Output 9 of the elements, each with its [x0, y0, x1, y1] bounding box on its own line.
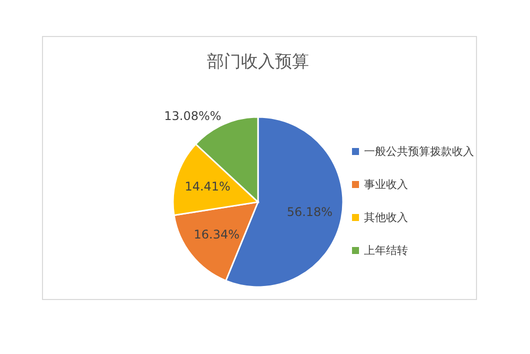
legend-label: 一般公共预算拨款收入 [364, 145, 474, 158]
legend-label: 事业收入 [364, 178, 408, 191]
data-label: 56.18% [286, 205, 333, 220]
legend-label: 上年结转 [364, 244, 408, 257]
data-label: 14.41% [184, 180, 230, 194]
chart-title: 部门收入预算 [207, 52, 309, 72]
legend-label: 其他收入 [364, 211, 408, 224]
data-label: 13.08%% [164, 108, 222, 123]
data-label: 16.34% [194, 228, 240, 242]
